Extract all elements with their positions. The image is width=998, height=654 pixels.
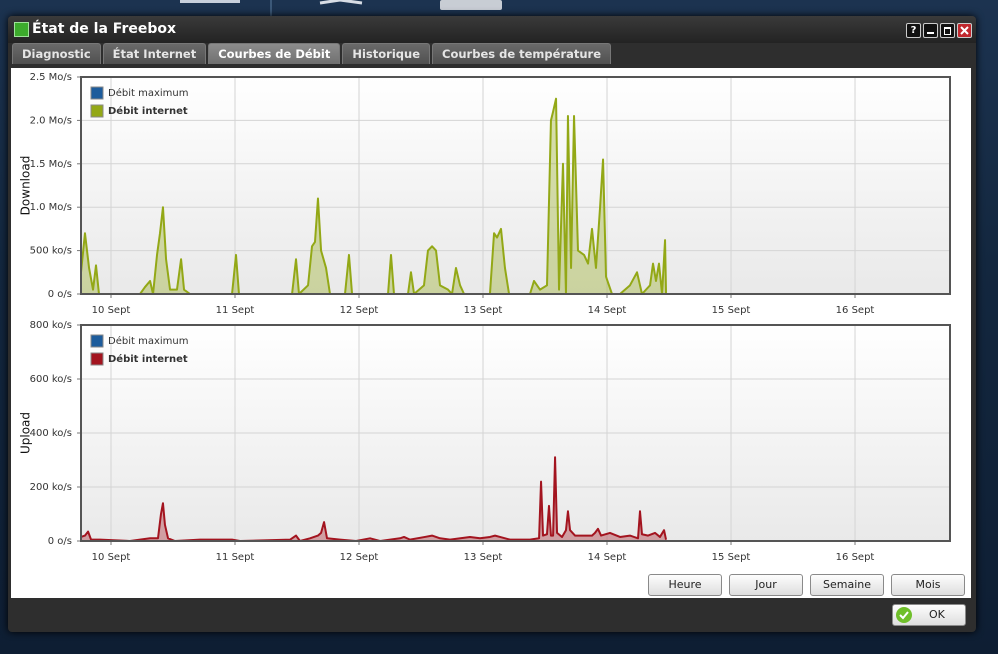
check xyxy=(899,611,909,620)
ok-label: OK xyxy=(929,608,945,621)
ok-button[interactable]: OK xyxy=(892,604,966,626)
content-panel xyxy=(11,68,971,598)
period-button[interactable]: Heure xyxy=(648,574,722,596)
period-button[interactable]: Jour xyxy=(729,574,803,596)
period-button[interactable]: Semaine xyxy=(810,574,884,596)
close-icon xyxy=(960,26,969,35)
period-button[interactable]: Mois xyxy=(891,574,965,596)
desktop-icons xyxy=(180,0,502,16)
tab-bar: Diagnostic État Internet Courbes de Débit H… xyxy=(12,43,612,65)
ok-icon xyxy=(896,607,912,623)
tab[interactable]: Courbes de température xyxy=(432,43,612,64)
app-icon xyxy=(14,22,29,37)
tab[interactable]: État Internet xyxy=(102,43,207,64)
window-title: État de la Freebox xyxy=(32,21,177,37)
minimize-button[interactable] xyxy=(923,23,938,38)
tab[interactable]: Historique xyxy=(342,43,431,64)
close-button[interactable] xyxy=(957,23,972,38)
tab[interactable]: Courbes de Débit xyxy=(208,43,341,64)
tab[interactable]: Diagnostic xyxy=(12,43,101,64)
maximize-button[interactable] xyxy=(940,23,955,38)
title-bar: État de la Freebox ? xyxy=(8,16,976,43)
dialog-window: État de la Freebox ? Diagnostic État Inte… xyxy=(8,16,976,632)
help-button[interactable]: ? xyxy=(906,23,921,38)
